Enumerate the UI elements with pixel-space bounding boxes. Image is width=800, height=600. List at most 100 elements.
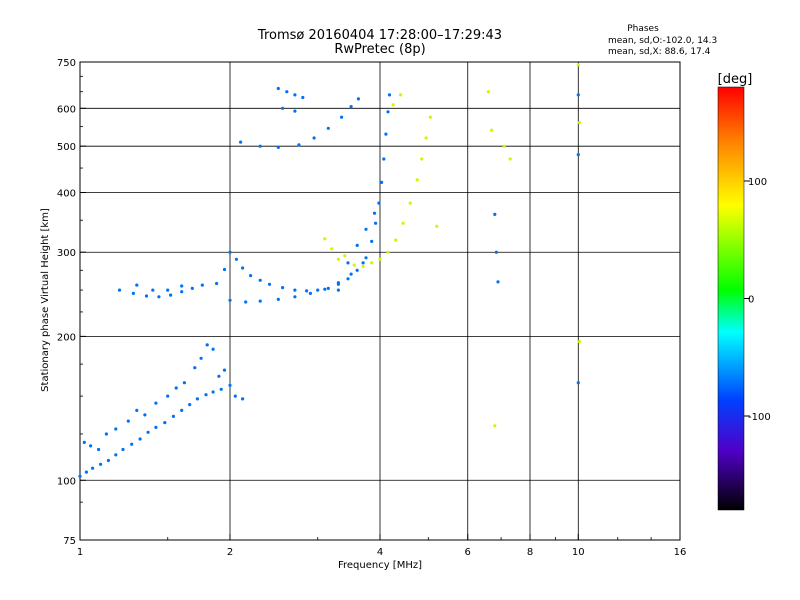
x-tick-label: 8 [527,547,533,558]
data-point-o [163,421,167,425]
data-point-o [267,282,272,286]
data-point-o [135,283,139,287]
data-point-o [346,261,350,265]
data-point-o [180,408,184,412]
data-point-x [370,261,374,265]
axis-ticks: 1 2 4 6 8 10 16 75 100 200 300 400 500 600 750 [57,58,686,558]
data-point-o [355,268,359,272]
data-point-o [89,444,93,448]
data-point-x [486,90,490,94]
data-point-o [372,211,377,215]
x-tick-label: 2 [227,547,233,558]
y-tick-label: 600 [57,104,76,115]
data-point-o [84,470,88,474]
data-point-x [386,250,390,254]
data-point-o [576,93,580,97]
data-point-o [293,93,297,97]
data-point-o [166,288,170,292]
data-point-o [222,368,227,372]
data-point-o [211,347,215,351]
data-point-o [104,432,108,436]
x-tick-label: 16 [674,547,687,558]
data-point-o [154,425,158,429]
colorbar-tick-label: 0 [748,295,754,306]
y-tick-label: 750 [57,58,76,69]
data-point-o [316,288,320,292]
data-point-o [174,386,178,390]
data-point-o [188,403,192,407]
data-point-o [130,442,134,446]
data-point-o [228,383,232,387]
data-point-x [415,178,419,182]
data-point-o [180,290,184,294]
data-point-o [374,221,378,225]
data-point-o [135,408,139,412]
data-point-o [241,266,245,270]
data-point-x [424,136,428,140]
data-point-x [576,63,580,67]
data-point-x [490,128,494,132]
data-point-o [349,105,353,109]
data-point-o [154,401,158,405]
data-point-o [126,419,130,423]
legend-x-stats: mean, sd,X: 88.6, 17.4 [608,47,711,57]
data-point-x [435,224,439,228]
data-point-o [293,109,297,113]
colorbar-ticks: 100 0 -100 [744,177,771,423]
y-axis-label: Stationary phase Virtual Height [km] [40,208,51,392]
data-point-o [576,381,580,385]
data-point-o [204,393,208,397]
data-point-o [143,413,147,417]
data-point-o [239,140,243,144]
data-point-o [138,437,142,441]
data-point-o [121,447,125,452]
data-point-o [249,274,253,278]
data-point-o [361,261,365,265]
data-point-o [114,453,118,457]
data-point-o [364,256,368,260]
data-point-o [144,294,149,298]
data-point-o [151,288,155,292]
data-point-o [228,298,232,302]
data-point-o [305,289,309,293]
data-point-o [576,153,580,157]
data-point-o [380,180,384,184]
data-point-o [233,394,237,398]
data-point-x [330,247,334,251]
data-point-o [97,447,101,452]
data-point-x [378,257,382,261]
data-point-o [326,126,330,130]
legend-o-stats: mean, sd,O:-102.0, 14.3 [608,36,717,46]
data-point-o [386,110,390,114]
data-point-o [336,288,340,292]
data-point-o [293,295,297,299]
data-point-o [326,286,330,290]
x-axis-label: Frequency [MHz] [338,560,422,571]
data-point-x [352,263,356,267]
data-point-o [117,288,122,292]
data-point-o [171,414,175,418]
data-point-o [244,300,248,304]
data-point-o [356,97,360,101]
data-point-x [502,144,506,148]
data-point-x [577,121,582,125]
data-point-o [323,287,327,291]
data-point-x [508,157,512,161]
data-point-o [146,430,150,434]
data-point-o [78,474,82,478]
data-point-o [308,291,312,295]
data-point-o [82,440,86,444]
data-point-o [346,277,350,281]
data-point-o [200,283,204,287]
chart-subtitle: RwPretec (8p) [334,42,425,57]
data-point-x [343,254,347,258]
data-point-x [399,93,403,97]
data-point-o [199,356,203,360]
data-point-o [166,394,170,398]
data-point-x [323,237,327,241]
colorbar [717,86,745,511]
data-point-x [577,340,582,344]
data-point-o [281,106,285,110]
data-point-o [182,381,186,385]
